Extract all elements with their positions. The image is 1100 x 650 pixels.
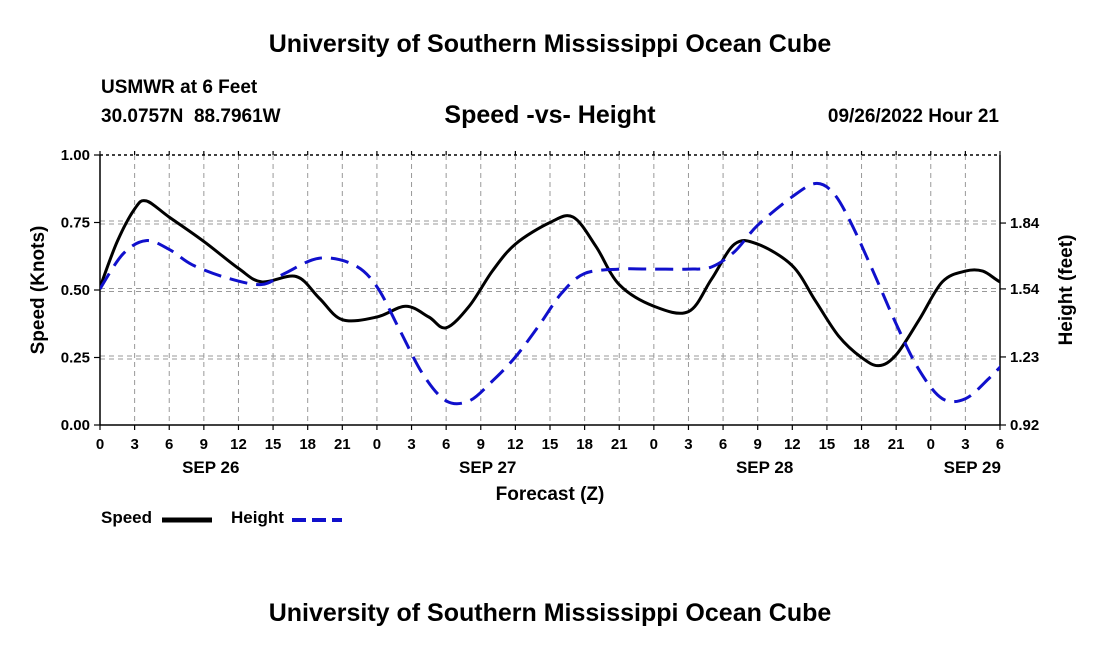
x-tick-label: 12 [507,436,524,453]
legend-height-label: Height [231,508,284,527]
x-tick-label: 15 [819,436,836,453]
chart-subtitle: Speed -vs- Height [444,101,656,129]
x-tick-label: 18 [576,436,593,453]
axis-layer [94,151,1006,430]
date-label: SEP 29 [944,458,1001,477]
x-axis-title: Forecast (Z) [496,484,605,505]
x-tick-label: 18 [299,436,316,453]
x-tick-label: 21 [888,436,905,453]
x-tick-label: 6 [165,436,173,453]
legend-speed-label: Speed [101,508,153,527]
x-tick-label: 6 [996,436,1004,453]
x-tick-label: 21 [334,436,351,453]
y-tick-label: 0.00 [61,417,90,434]
timestamp-label: 09/26/2022 Hour 21 [827,106,999,127]
x-tick-label: 3 [130,436,138,453]
x-tick-label: 12 [230,436,247,453]
y2-tick-label: 1.54 [1010,281,1040,298]
x-tick-label: 9 [200,436,208,453]
date-label: SEP 27 [459,458,516,477]
x-tick-label: 3 [407,436,415,453]
y-axis-title: Speed (Knots) [28,226,49,355]
x-tick-label: 3 [684,436,692,453]
x-tick-label: 0 [373,436,381,453]
x-tick-label: 15 [542,436,559,453]
station-label: USMWR at 6 Feet [101,77,258,98]
x-tick-label: 0 [96,436,104,453]
date-label: SEP 28 [736,458,793,477]
y2-tick-label: 0.92 [1010,417,1039,434]
y-tick-label: 0.25 [61,350,90,367]
x-tick-label: 18 [853,436,870,453]
x-tick-label: 6 [442,436,450,453]
x-tick-label: 9 [477,436,485,453]
series-layer [100,181,1000,406]
y-tick-label: 1.00 [61,147,90,164]
y-tick-label: 0.50 [61,282,90,299]
page-title: University of Southern Mississippi Ocean… [268,30,832,58]
y2-axis-title: Height (feet) [1056,235,1077,346]
x-tick-label: 21 [611,436,628,453]
footer-title: University of Southern Mississippi Ocean… [268,599,832,627]
x-tick-label: 9 [754,436,762,453]
x-tick-label: 6 [719,436,727,453]
y-tick-label: 0.75 [61,215,90,232]
x-tick-label: 15 [265,436,282,453]
y2-tick-label: 1.23 [1010,349,1039,366]
x-tick-label: 3 [961,436,969,453]
grid-layer [100,155,1000,425]
date-label: SEP 26 [182,458,239,477]
x-tick-label: 12 [784,436,801,453]
x-tick-label: 0 [650,436,658,453]
x-tick-label: 0 [927,436,935,453]
label-layer: 0 3 6 9 12 15 18 21 0 3 6 9 12 15 18 21 0 3 6 9 12 15 18 21 0 3 6S… [28,147,1077,505]
series-height-line [100,181,1000,406]
coordinates-label: 30.0757N 88.7961W [101,106,281,127]
series-speed-line [100,199,1000,368]
y2-tick-label: 1.84 [1010,215,1040,232]
